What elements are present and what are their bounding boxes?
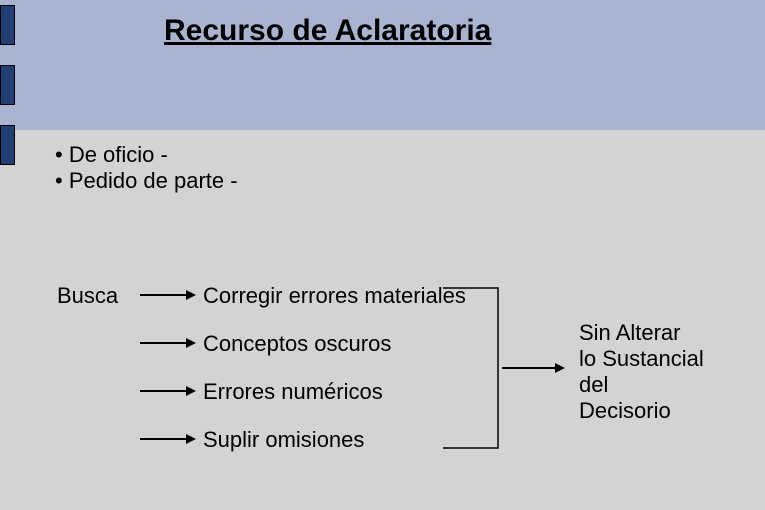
bullet-1: • Pedido de parte - <box>55 168 238 194</box>
aim-arrow-0-line <box>140 294 190 296</box>
busca-label: Busca <box>57 283 118 309</box>
result-arrow-line <box>502 367 559 369</box>
result-line-0: Sin Alterar <box>579 320 681 346</box>
aim-text-0: Corregir errores materiales <box>203 283 466 309</box>
aim-arrow-0-head <box>186 290 196 300</box>
left-tab-1 <box>0 65 15 105</box>
aim-arrow-2-head <box>186 386 196 396</box>
bullet-0: • De oficio - <box>55 142 168 168</box>
left-tab-0 <box>0 5 15 45</box>
aim-text-3: Suplir omisiones <box>203 427 364 453</box>
aim-arrow-3-line <box>140 438 190 440</box>
result-line-3: Decisorio <box>579 398 671 424</box>
result-line-2: del <box>579 372 608 398</box>
aim-arrow-2-line <box>140 390 190 392</box>
aim-text-1: Conceptos oscuros <box>203 331 391 357</box>
aim-arrow-3-head <box>186 434 196 444</box>
aim-arrow-1-head <box>186 338 196 348</box>
result-line-1: lo Sustancial <box>579 346 704 372</box>
left-tab-2 <box>0 125 15 165</box>
aim-text-2: Errores numéricos <box>203 379 383 405</box>
page-title: Recurso de Aclaratoria <box>164 14 491 48</box>
diagram-stage: Recurso de Aclaratoria • De oficio -• Ped… <box>0 0 765 510</box>
aim-arrow-1-line <box>140 342 190 344</box>
result-arrow-head <box>555 363 565 373</box>
